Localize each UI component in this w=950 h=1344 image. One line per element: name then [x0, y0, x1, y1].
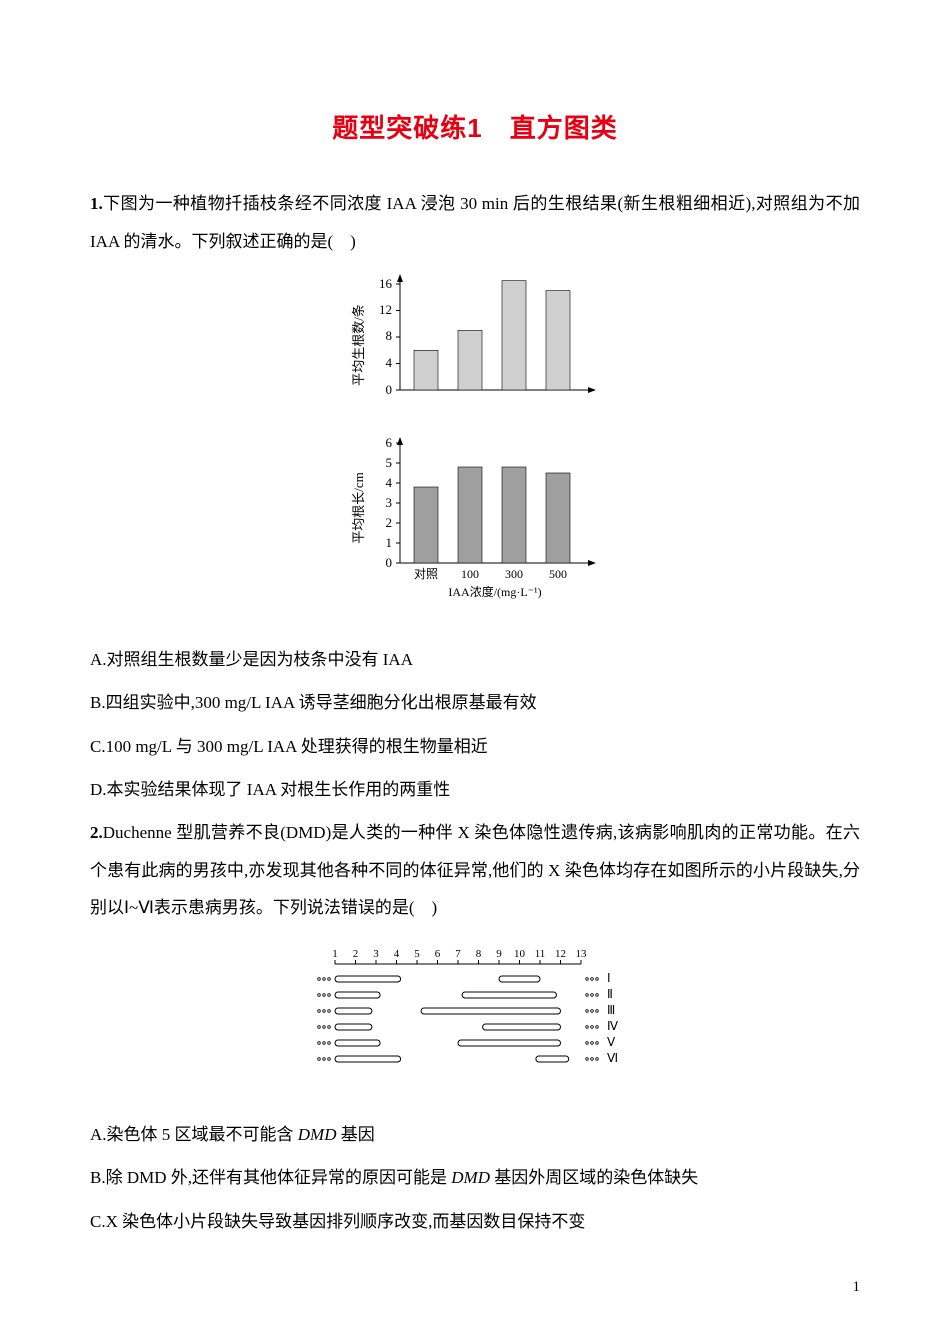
svg-text:4: 4 — [386, 475, 393, 490]
svg-text:11: 11 — [535, 948, 546, 960]
svg-text:0: 0 — [386, 555, 393, 570]
svg-text:300: 300 — [505, 567, 523, 581]
q1-stem: 1.下图为一种植物扦插枝条经不同浓度 IAA 浸泡 30 min 后的生根结果(… — [90, 185, 860, 260]
svg-text:2: 2 — [386, 515, 393, 530]
svg-text:Ⅰ: Ⅰ — [607, 971, 611, 985]
svg-text:Ⅴ: Ⅴ — [607, 1035, 616, 1049]
q2-number: 2. — [90, 823, 103, 842]
bar-chart-2: 0 1 2 3 4 5 6 对照 100 300 500 — [345, 433, 605, 613]
svg-text:Ⅳ: Ⅳ — [607, 1019, 618, 1033]
svg-text:13: 13 — [576, 948, 588, 960]
svg-text:100: 100 — [461, 567, 479, 581]
q2-optB-ital: DMD — [451, 1168, 490, 1187]
q2-optB-pre: B.除 DMD 外,还伴有其他体征异常的原因可能是 — [90, 1168, 451, 1187]
svg-text:1: 1 — [332, 948, 338, 960]
svg-text:Ⅲ: Ⅲ — [607, 1003, 615, 1017]
q2-optB: B.除 DMD 外,还伴有其他体征异常的原因可能是 DMD 基因外周区域的染色体… — [90, 1159, 860, 1196]
svg-text:Ⅵ: Ⅵ — [607, 1051, 618, 1065]
q2-stem-text: Duchenne 型肌营养不良(DMD)是人类的一种伴 X 染色体隐性遗传病,该… — [90, 823, 860, 917]
bar-chart-1: 0 4 8 12 16 平均生根数/条 — [345, 270, 605, 420]
svg-text:2: 2 — [353, 948, 359, 960]
q1-stem-text: 下图为一种植物扦插枝条经不同浓度 IAA 浸泡 30 min 后的生根结果(新生… — [90, 194, 860, 250]
page-number: 1 — [853, 1271, 861, 1304]
q2-optA-pre: A.染色体 5 区域最不可能含 — [90, 1125, 298, 1144]
svg-text:7: 7 — [455, 948, 461, 960]
svg-text:12: 12 — [379, 302, 392, 317]
svg-text:500: 500 — [549, 567, 567, 581]
svg-text:4: 4 — [394, 948, 400, 960]
svg-text:3: 3 — [386, 495, 393, 510]
svg-text:3: 3 — [373, 948, 379, 960]
q1-number: 1. — [90, 194, 103, 213]
svg-text:16: 16 — [379, 276, 393, 291]
svg-text:8: 8 — [476, 948, 482, 960]
deletion-diagram: 12345678910111213ⅠⅡⅢⅣⅤⅥ — [305, 942, 645, 1082]
q1-charts: 0 4 8 12 16 平均生根数/条 — [90, 270, 860, 627]
svg-text:10: 10 — [514, 948, 526, 960]
svg-text:对照: 对照 — [414, 567, 438, 581]
svg-text:6: 6 — [386, 435, 393, 450]
q1-optD: D.本实验结果体现了 IAA 对根生长作用的两重性 — [90, 771, 860, 808]
page-title: 题型突破练1 直方图类 — [90, 100, 860, 157]
chart-rootcount: 0 4 8 12 16 平均生根数/条 — [345, 270, 605, 433]
q2-optB-post: 基因外周区域的染色体缺失 — [490, 1168, 698, 1187]
chart2-ylabel: 平均根长/cm — [351, 473, 366, 545]
svg-text:0: 0 — [386, 382, 393, 397]
svg-text:6: 6 — [435, 948, 441, 960]
svg-text:4: 4 — [386, 355, 393, 370]
svg-text:Ⅱ: Ⅱ — [607, 987, 613, 1001]
svg-text:9: 9 — [496, 948, 502, 960]
q2-diagram: 12345678910111213ⅠⅡⅢⅣⅤⅥ — [90, 942, 860, 1095]
chart1-ylabel: 平均生根数/条 — [351, 304, 366, 386]
q2-stem: 2.Duchenne 型肌营养不良(DMD)是人类的一种伴 X 染色体隐性遗传病… — [90, 814, 860, 926]
q2-optA: A.染色体 5 区域最不可能含 DMD 基因 — [90, 1116, 860, 1153]
q2-optA-ital: DMD — [298, 1125, 337, 1144]
svg-text:12: 12 — [555, 948, 566, 960]
chart-rootlength: 0 1 2 3 4 5 6 对照 100 300 500 — [345, 433, 605, 626]
svg-text:8: 8 — [386, 328, 393, 343]
svg-text:1: 1 — [386, 535, 393, 550]
chart2-xlabel: IAA浓度/(mg·L⁻¹) — [448, 584, 541, 599]
q1-optC: C.100 mg/L 与 300 mg/L IAA 处理获得的根生物量相近 — [90, 728, 860, 765]
q2-optC: C.X 染色体小片段缺失导致基因排列顺序改变,而基因数目保持不变 — [90, 1203, 860, 1240]
svg-text:5: 5 — [386, 455, 393, 470]
q1-optB: B.四组实验中,300 mg/L IAA 诱导茎细胞分化出根原基最有效 — [90, 684, 860, 721]
q2-optA-post: 基因 — [337, 1125, 375, 1144]
q1-optA: A.对照组生根数量少是因为枝条中没有 IAA — [90, 641, 860, 678]
svg-text:5: 5 — [414, 948, 420, 960]
